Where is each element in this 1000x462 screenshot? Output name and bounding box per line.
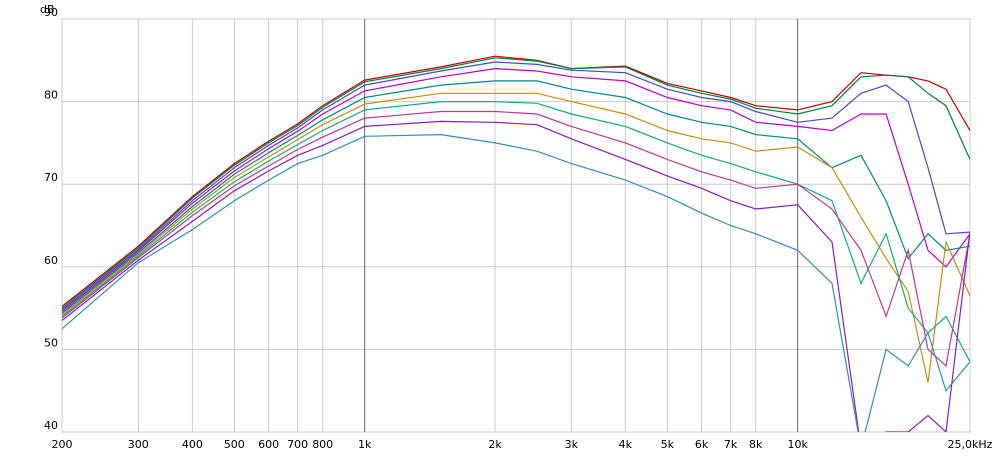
series-line bbox=[62, 120, 970, 432]
x-tick-label: 1k bbox=[358, 438, 372, 451]
series-line bbox=[62, 92, 970, 383]
y-tick-label: 90 bbox=[44, 6, 58, 19]
plot-area bbox=[61, 18, 971, 433]
x-tick-label: 800 bbox=[312, 438, 333, 451]
y-tick-label: 80 bbox=[44, 89, 58, 102]
x-tick-label: 25,0kHz bbox=[948, 438, 993, 451]
x-tick-label: 700 bbox=[287, 438, 308, 451]
x-tick-label: 7k bbox=[724, 438, 738, 451]
x-tick-label: 6k bbox=[695, 438, 709, 451]
x-tick-label: 4k bbox=[619, 438, 633, 451]
x-tick-label: 3k bbox=[565, 438, 579, 451]
y-axis-label: dB bbox=[40, 3, 55, 16]
series-line bbox=[62, 61, 970, 311]
series-line bbox=[62, 101, 970, 363]
series-line bbox=[62, 67, 970, 312]
x-tick-label: 500 bbox=[224, 438, 245, 451]
x-tick-label: 300 bbox=[128, 438, 149, 451]
x-tick-label: 8k bbox=[749, 438, 763, 451]
y-tick-label: 60 bbox=[44, 254, 58, 267]
series-line bbox=[62, 80, 970, 314]
y-tick-label: 50 bbox=[44, 336, 58, 349]
series-group bbox=[62, 55, 970, 432]
y-tick-label: 40 bbox=[44, 419, 58, 432]
series-line bbox=[62, 110, 970, 368]
y-tick-label: 70 bbox=[44, 171, 58, 184]
x-tick-label: 600 bbox=[258, 438, 279, 451]
x-tick-label: 5k bbox=[661, 438, 675, 451]
x-tick-label: 200 bbox=[52, 438, 73, 451]
x-tick-label: 10k bbox=[787, 438, 808, 451]
x-tick-label: 2k bbox=[488, 438, 502, 451]
x-tick-label: 400 bbox=[182, 438, 203, 451]
series-line bbox=[62, 57, 970, 309]
series-line bbox=[62, 133, 970, 432]
